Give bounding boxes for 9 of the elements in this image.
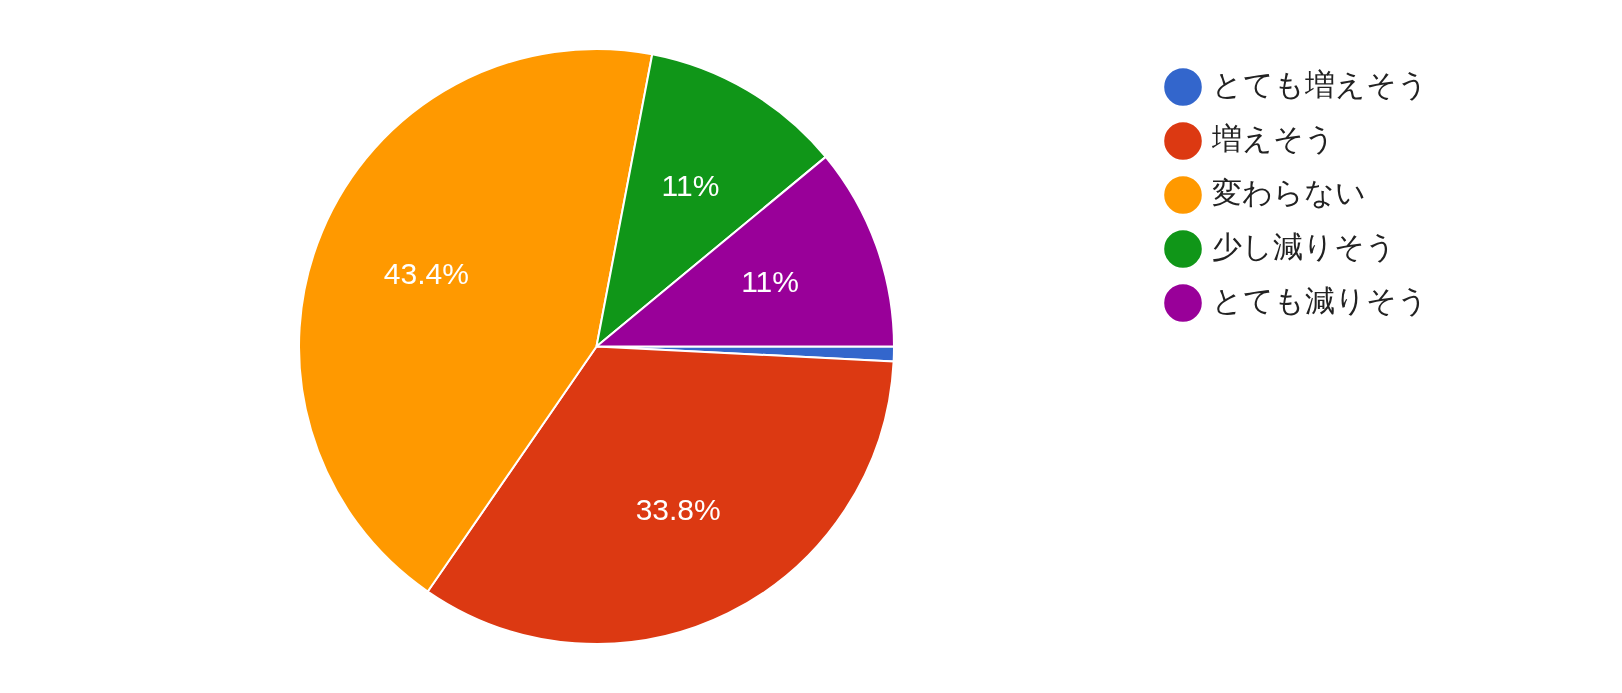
legend-label: とても減りそう xyxy=(1212,282,1428,318)
legend-label: とても増えそう xyxy=(1212,66,1428,102)
legend-label: 増えそう xyxy=(1211,120,1335,156)
legend-label: 少し減りそう xyxy=(1212,228,1396,264)
data-label: 11% xyxy=(741,265,799,299)
legend-label: 変わらない xyxy=(1212,174,1366,210)
data-label: 33.8% xyxy=(635,493,721,527)
data-label: 43.4% xyxy=(383,256,469,290)
data-label: 11% xyxy=(661,169,720,202)
